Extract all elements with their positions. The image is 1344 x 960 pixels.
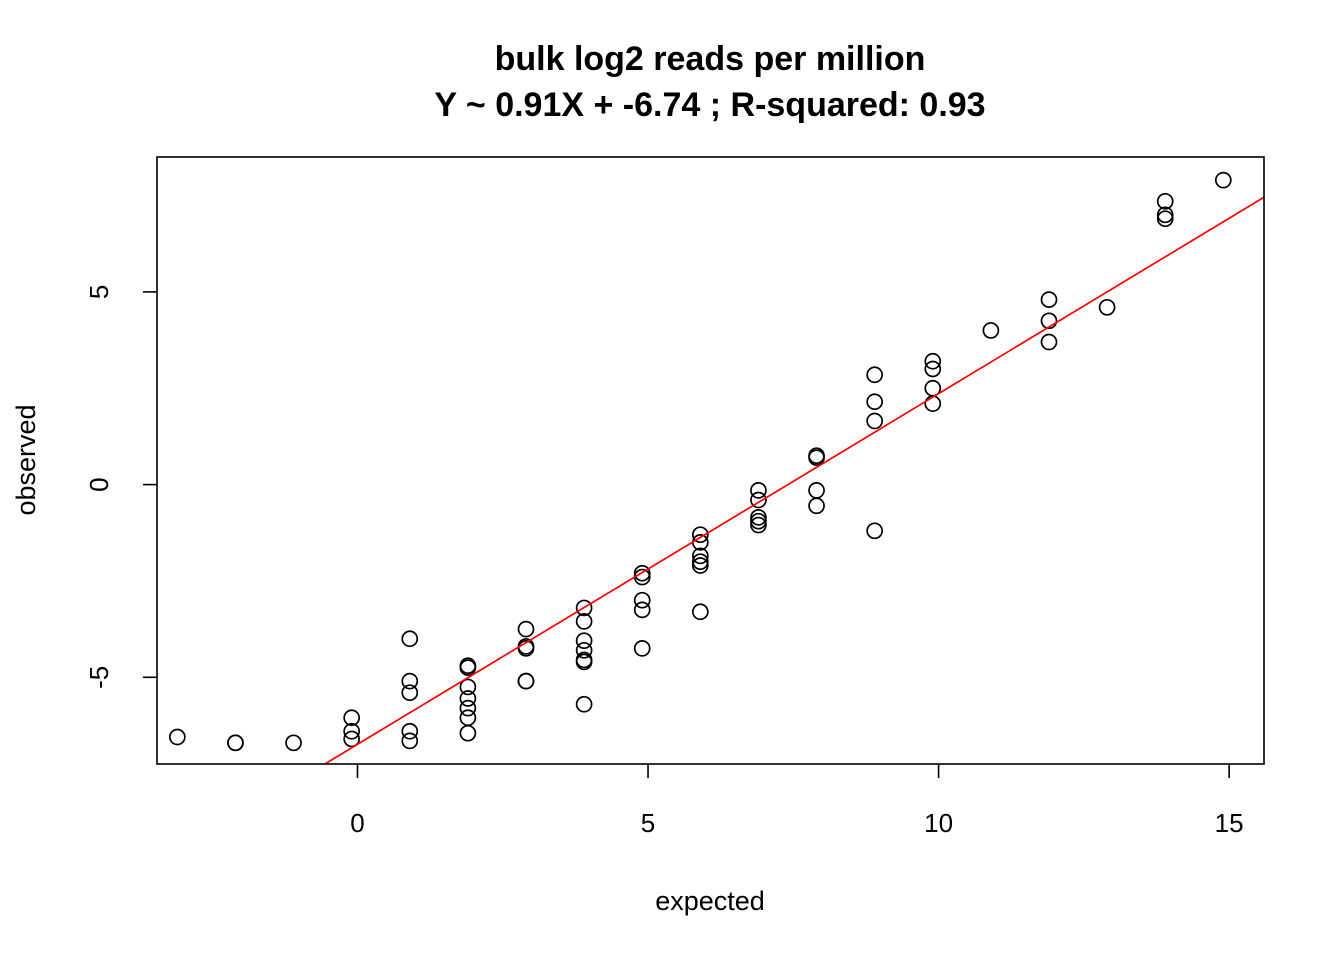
data-point [168,728,186,746]
data-point [633,601,651,619]
data-point [691,557,709,574]
data-point [1040,333,1058,351]
x-axis: 0 5 10 15 [350,764,1244,838]
data-point [517,620,535,638]
chart-subtitle: Y ~ 0.91X + -6.74 ; R-squared: 0.93 [434,86,985,124]
x-axis-label: expected [655,886,765,916]
x-tick-label: 5 [641,808,655,838]
data-point [517,640,535,657]
data-point [401,732,419,750]
data-point [459,709,477,727]
data-point [343,709,361,727]
data-point [575,641,593,659]
data-point [459,690,477,707]
data-point [633,591,651,609]
data-point [575,632,593,650]
data-point [691,526,709,544]
data-point [924,395,942,413]
y-tick-label: 0 [84,477,114,491]
y-tick-label: 5 [84,285,114,299]
plot-layer [168,171,1264,764]
data-point [575,599,593,617]
data-point [1040,312,1058,330]
data-point [401,684,419,702]
data-point [575,653,593,671]
data-point [750,516,767,534]
data-point [459,724,477,742]
data-point [633,564,651,582]
data-point [866,366,884,384]
regression-line [323,196,1264,764]
data-point [459,699,477,717]
data-point [517,672,535,690]
plot-frame [156,156,1265,765]
data-point [1156,192,1174,210]
data-point [750,482,767,499]
data-point [401,672,419,690]
data-point [924,360,942,378]
y-axis: -5 0 5 [84,285,157,689]
data-point [750,508,767,526]
chart-title: bulk log2 reads per million [495,40,926,78]
data-point [691,547,709,565]
data-point [750,512,767,530]
x-tick-label: 15 [1215,808,1244,838]
data-point [575,613,593,630]
data-point [459,678,477,696]
data-point [633,640,651,657]
data-point [1156,206,1174,224]
data-point [227,734,244,752]
y-axis-label: observed [11,404,41,515]
x-tick-label: 10 [924,808,953,838]
data-point [459,659,477,677]
data-point [575,695,593,713]
data-point [808,482,825,499]
data-point [982,322,1000,339]
data-point [1098,298,1116,316]
y-tick-label: -5 [84,666,114,689]
data-point [750,491,767,509]
data-point [924,352,942,370]
data-point [1156,210,1174,228]
data-point [1214,171,1232,189]
data-point [1040,291,1058,308]
x-tick-label: 0 [350,808,364,838]
data-point [343,722,361,740]
data-point [808,449,825,466]
data-point [691,553,709,571]
data-point [866,412,884,430]
data-point [691,603,709,621]
data-point [401,722,419,740]
data-point [343,730,361,748]
data-point [401,630,419,648]
data-point [866,393,884,411]
data-point [808,497,825,515]
data-point [285,734,302,752]
data-point [866,522,884,540]
